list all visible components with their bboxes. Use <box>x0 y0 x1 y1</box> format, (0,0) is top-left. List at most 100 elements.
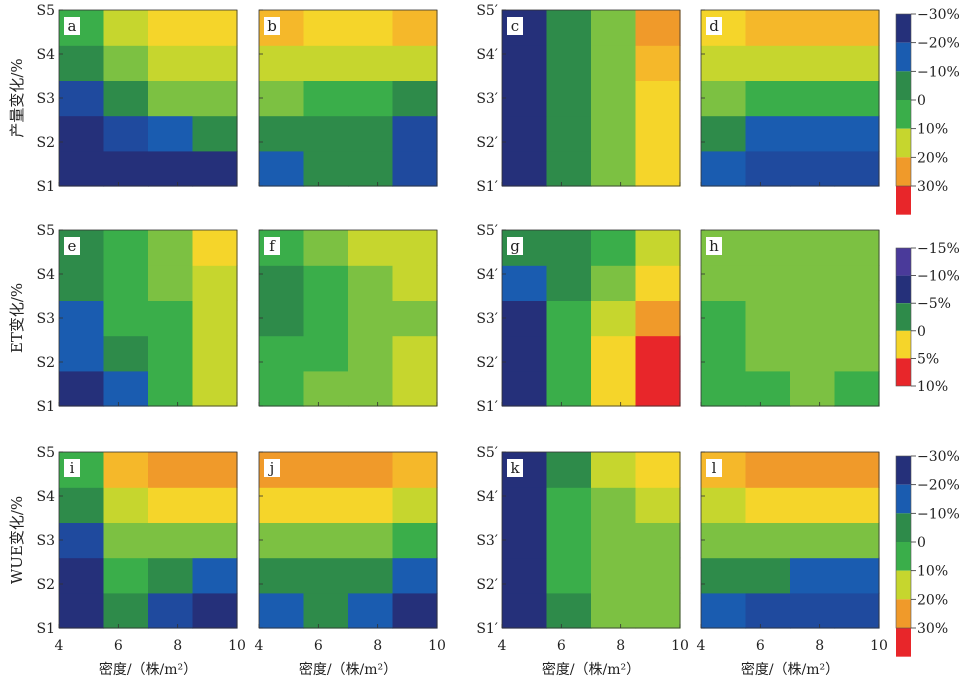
y-tick-label: S2′ <box>476 355 498 371</box>
heat-cell <box>745 230 791 266</box>
heat-cell <box>103 45 149 81</box>
heat-cell <box>392 522 438 559</box>
y-tick-label: S1′ <box>476 621 498 637</box>
panel-label-bg <box>507 17 523 35</box>
x-tick-label: 6 <box>114 638 123 654</box>
heat-cell <box>103 452 149 488</box>
y-tick-label: S5′ <box>476 223 498 239</box>
heat-cell <box>635 150 681 187</box>
y-tick-label: S2 <box>37 355 56 371</box>
heat-cell <box>192 487 238 523</box>
heat-cell <box>392 80 438 117</box>
heat-cell <box>103 80 149 117</box>
heat-cell <box>701 522 747 559</box>
heat-cell <box>348 10 394 46</box>
y-tick-label: S4′ <box>476 489 498 505</box>
heat-cell <box>701 335 747 372</box>
heat-cell <box>701 265 747 301</box>
heat-cell <box>635 335 681 372</box>
panel-i: i <box>58 451 238 629</box>
heat-cell <box>303 487 349 523</box>
heat-cell <box>834 557 880 594</box>
panel-label-bg <box>706 459 722 477</box>
heat-cell <box>546 370 592 407</box>
heat-cell <box>790 45 836 81</box>
colorbar-swatch <box>896 14 911 43</box>
panel-d: d <box>700 9 880 187</box>
heat-cell <box>502 557 548 594</box>
panel-label: g <box>510 237 520 255</box>
heat-cell <box>745 300 791 337</box>
heat-cell <box>635 370 681 407</box>
heat-cell <box>701 487 747 523</box>
heat-cell <box>546 265 592 301</box>
heat-cell <box>59 150 105 187</box>
heat-cell <box>546 522 592 559</box>
heat-cell <box>259 522 305 559</box>
heat-cell <box>834 265 880 301</box>
heat-cell <box>259 45 305 81</box>
colorbar-tick-label: −15% <box>917 241 960 257</box>
heat-cell <box>591 487 637 523</box>
colorbar-swatch <box>896 248 911 276</box>
panel-l: l <box>700 451 880 629</box>
colorbar-tick-label: −10% <box>917 269 960 285</box>
heat-cell <box>745 557 791 594</box>
heat-cell <box>745 10 791 46</box>
colorbar-swatch <box>896 484 911 514</box>
heat-cell <box>790 80 836 117</box>
y-tick-label: S5′ <box>476 445 498 461</box>
heat-cell <box>834 10 880 46</box>
colorbar-tick-label: 0 <box>917 93 926 109</box>
heat-cell <box>790 557 836 594</box>
y-tick-label: S4′ <box>476 47 498 63</box>
heat-cell <box>148 150 194 187</box>
colorbar-tick-label: 20% <box>917 592 948 608</box>
x-tick-label: 8 <box>373 638 382 654</box>
x-tick-label: 4 <box>255 638 264 654</box>
panel-label-bg <box>64 459 80 477</box>
heat-cell <box>502 592 548 629</box>
heat-cell <box>834 115 880 152</box>
y-tick-label: S1′ <box>476 399 498 415</box>
heat-cell <box>635 452 681 488</box>
panel-g: g <box>501 229 681 407</box>
heat-cell <box>192 557 238 594</box>
heat-cell <box>148 115 194 152</box>
heat-cell <box>392 115 438 152</box>
heat-cell <box>259 335 305 372</box>
heat-cell <box>502 150 548 187</box>
heat-cell <box>192 522 238 559</box>
heat-cell <box>591 10 637 46</box>
x-axis-title: 密度/（株/m²） <box>741 661 839 678</box>
heat-cell <box>701 45 747 81</box>
colorbar-swatch <box>896 303 911 331</box>
heat-cell <box>348 265 394 301</box>
x-tick-label: 10 <box>228 638 246 654</box>
heat-cell <box>701 370 747 407</box>
heat-cell <box>635 10 681 46</box>
heat-cell <box>59 265 105 301</box>
heat-cell <box>591 370 637 407</box>
heat-cell <box>745 150 791 187</box>
heat-cell <box>192 45 238 81</box>
heat-cell <box>192 115 238 152</box>
y-tick-label: S3 <box>37 311 56 327</box>
heat-cell <box>502 370 548 407</box>
heat-cell <box>148 452 194 488</box>
heat-cell <box>303 265 349 301</box>
heat-cell <box>192 150 238 187</box>
colorbar-swatch <box>896 456 911 485</box>
y-tick-label: S2′ <box>476 577 498 593</box>
colorbar-swatch <box>896 186 911 215</box>
heat-cell <box>192 265 238 301</box>
heat-cell <box>103 487 149 523</box>
x-axis-title: 密度/（株/m²） <box>542 661 640 678</box>
heat-cell <box>635 300 681 337</box>
heat-cell <box>148 335 194 372</box>
colorbar-swatch <box>896 330 911 359</box>
heat-cell <box>745 487 791 523</box>
heat-cell <box>103 592 149 629</box>
heat-cell <box>591 230 637 266</box>
heat-cell <box>834 487 880 523</box>
